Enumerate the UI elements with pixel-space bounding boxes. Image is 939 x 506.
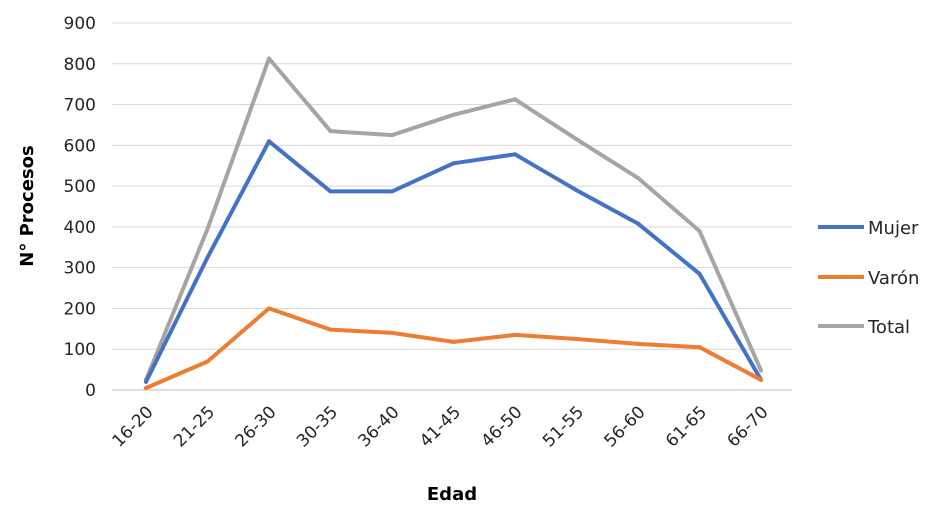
x-tick-labels: 16-20 21-25 26-30 30-35 36-40 41-45 46-50 51-55… (108, 402, 772, 451)
x-tick-label: 46-50 (477, 402, 526, 451)
x-tick-label: 56-60 (600, 402, 649, 451)
data-point (513, 152, 517, 157)
data-point (451, 339, 456, 344)
data-point (144, 385, 148, 390)
x-axis-title: Edad (427, 484, 477, 505)
legend-label: Mujer (868, 218, 919, 239)
x-tick-label: 61-65 (662, 402, 711, 451)
x-tick-label: 66-70 (723, 402, 772, 451)
data-point (205, 359, 210, 364)
y-tick-label: 0 (85, 381, 96, 401)
data-point (574, 137, 579, 142)
y-axis-title: N° Procesos (17, 145, 38, 266)
data-point (636, 221, 640, 226)
data-point (267, 306, 271, 311)
data-point (390, 330, 394, 335)
legend-label: Total (867, 317, 910, 338)
y-tick-label: 700 (64, 96, 96, 116)
data-point (390, 133, 394, 138)
y-tick-labels: 0 100 200 300 400 500 600 700 800 900 (64, 14, 96, 401)
y-tick-label: 400 (64, 218, 96, 238)
x-tick-label: 51-55 (539, 402, 588, 451)
y-tick-label: 100 (64, 340, 96, 360)
data-point (328, 189, 333, 194)
x-tick-label: 16-20 (108, 402, 157, 451)
y-tick-label: 500 (64, 177, 96, 197)
data-point (697, 228, 702, 233)
data-point (574, 188, 579, 193)
data-point (267, 139, 271, 144)
data-point (513, 97, 517, 102)
series-lines (144, 56, 763, 390)
gridlines (112, 22, 792, 391)
data-point (513, 332, 517, 337)
legend-item: Mujer (818, 218, 919, 239)
legend-item: Total (818, 317, 910, 338)
series-line-var-n (144, 306, 763, 390)
series-line-total (144, 56, 763, 382)
data-point (328, 129, 333, 134)
legend: Mujer Varón Total (818, 218, 919, 338)
x-tick-label: 36-40 (354, 402, 403, 451)
y-tick-label: 800 (64, 55, 96, 75)
legend-label: Varón (868, 268, 919, 289)
data-point (574, 337, 579, 342)
data-point (267, 56, 271, 61)
data-point (390, 189, 394, 194)
y-tick-label: 200 (64, 299, 96, 319)
data-point (328, 327, 333, 332)
data-point (697, 271, 702, 276)
data-point (451, 161, 456, 166)
y-tick-label: 300 (64, 259, 96, 279)
legend-item: Varón (818, 268, 919, 289)
data-point (697, 345, 702, 350)
y-tick-label: 600 (64, 136, 96, 156)
x-tick-label: 26-30 (231, 402, 280, 451)
data-point (144, 379, 148, 384)
data-point (759, 377, 763, 382)
data-point (205, 226, 210, 231)
x-tick-label: 21-25 (170, 402, 219, 451)
data-point (759, 368, 763, 373)
x-tick-label: 30-35 (293, 402, 342, 451)
x-tick-label: 41-45 (416, 402, 465, 451)
data-point (636, 175, 640, 180)
data-point (205, 255, 210, 260)
data-point (636, 341, 640, 346)
y-tick-label: 900 (64, 14, 96, 34)
data-point (451, 112, 456, 117)
